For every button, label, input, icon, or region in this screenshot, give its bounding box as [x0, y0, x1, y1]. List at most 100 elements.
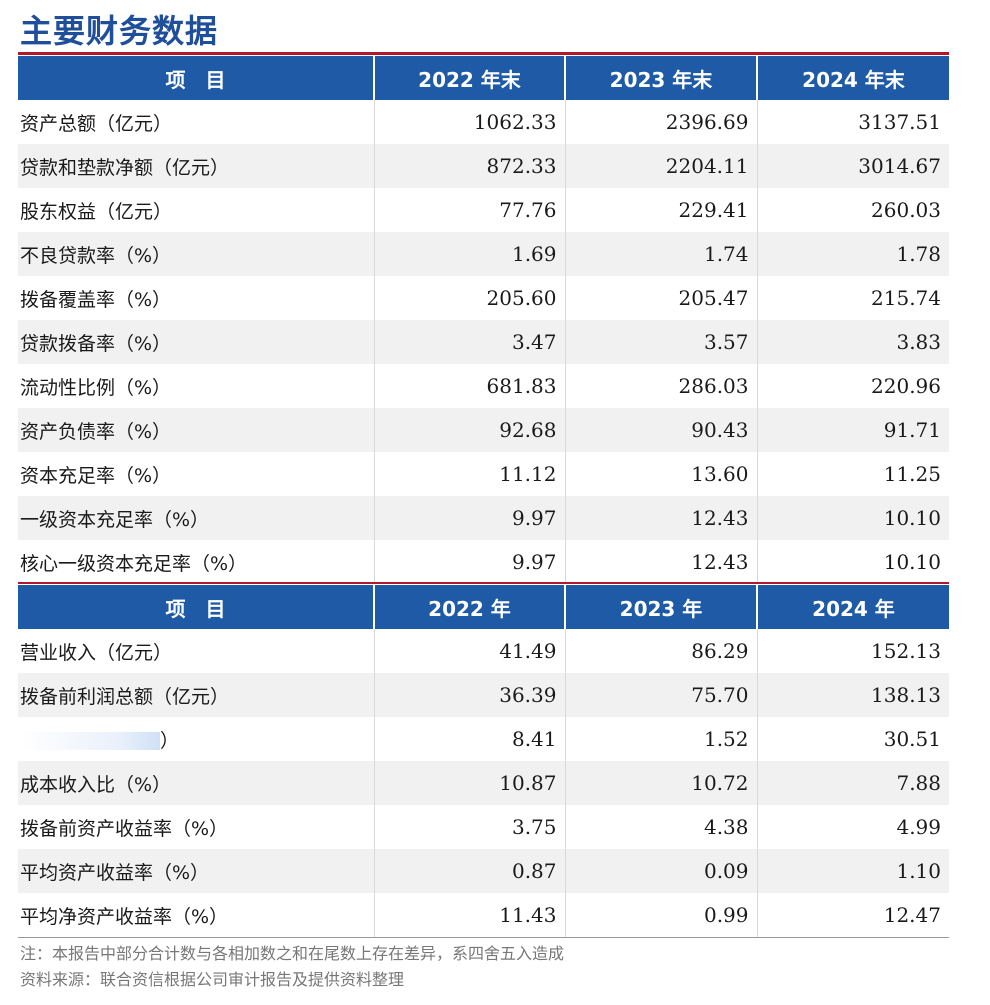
value-cell: 3.47	[374, 320, 566, 364]
value-cell: 10.72	[565, 761, 758, 805]
value-cell: 7.88	[757, 761, 949, 805]
row-label: 股东权益（亿元）	[18, 188, 375, 232]
table-row: 资产负债率（%） 92.68 90.43 91.71	[18, 408, 949, 452]
value-cell: 10.10	[757, 496, 949, 540]
header-row: 项 目 2022 年末 2023 年末 2024 年末	[18, 56, 949, 100]
value-cell: 11.25	[883, 462, 941, 486]
header-year: 2022 年末	[374, 56, 566, 100]
table-row: 核心一级资本充足率（%） 9.97 12.43 10.10	[18, 540, 949, 584]
value-cell: 11.43	[374, 893, 566, 937]
value-cell: 0.99	[565, 893, 758, 937]
value-cell: 260.03	[871, 198, 941, 222]
value-cell: 229.41	[565, 188, 758, 232]
table-row: 股东权益（亿元） 77.76 229.41 260.03	[18, 188, 949, 232]
value-cell: 4.38	[565, 805, 758, 849]
source-note: 资料来源：联合资信根据公司审计报告及提供资料整理	[20, 970, 405, 989]
value-cell: 3.57	[565, 320, 758, 364]
value-cell: 286.03	[565, 364, 758, 408]
value-cell: 12.47	[883, 903, 941, 927]
header-item: 项 目	[18, 56, 375, 100]
row-label: 流动性比例（%）	[18, 364, 375, 408]
header-year: 2023 年	[565, 585, 758, 629]
header-year: 2023 年末	[565, 56, 758, 100]
value-cell: 10.10	[883, 550, 941, 574]
value-cell: 91.71	[757, 408, 949, 452]
value-cell: 3.83	[757, 320, 949, 364]
table-row: 贷款拨备率（%） 3.47 3.57 3.83	[18, 320, 949, 364]
value-cell: 75.70	[565, 673, 758, 717]
value-cell: 4.99	[896, 815, 941, 839]
row-label: 贷款拨备率（%）	[18, 320, 375, 364]
value-cell: 92.68	[374, 408, 566, 452]
page-title: 主要财务数据	[20, 12, 219, 50]
value-cell: 9.97	[374, 496, 566, 540]
value-cell: 205.60	[374, 276, 566, 320]
table-row: 资本充足率（%） 11.12 13.60 11.25	[18, 452, 949, 496]
header-item: 项 目	[18, 585, 375, 629]
value-cell: 1.78	[757, 232, 949, 276]
value-cell: 1062.33	[374, 100, 566, 144]
row-label: 一级资本充足率（%）	[18, 496, 375, 540]
row-label: 拨备覆盖率（%）	[18, 276, 375, 320]
value-cell: 11.12	[374, 452, 566, 496]
table-row: ） 8.41 1.52 30.51	[18, 717, 949, 761]
value-cell: 1.52	[565, 717, 758, 761]
row-label: 资产负债率（%）	[18, 408, 375, 452]
value-cell: 90.43	[565, 408, 758, 452]
income-table: 项 目 2022 年 2023 年 2024 年营业收入（亿元） 41.49 86.29 1…	[18, 585, 949, 937]
row-label: 资本充足率（%）	[18, 452, 375, 496]
value-cell: 872.33	[374, 144, 566, 188]
value-cell: 1.10	[757, 849, 949, 893]
header-year: 2022 年	[374, 585, 566, 629]
table-row: 一级资本充足率（%） 9.97 12.43 10.10	[18, 496, 949, 540]
table-row: 平均资产收益率（%） 0.87 0.09 1.10	[18, 849, 949, 893]
table-row: 不良贷款率（%） 1.69 1.74 1.78	[18, 232, 949, 276]
value-cell: 10.87	[374, 761, 566, 805]
row-label: 核心一级资本充足率（%）	[18, 540, 375, 584]
value-cell: 2204.11	[565, 144, 758, 188]
table-row: 流动性比例（%） 681.83 286.03 220.96	[18, 364, 949, 408]
table-bottom-rule	[18, 937, 949, 938]
header-year: 2024 年末	[757, 56, 949, 100]
value-cell: 3137.51	[858, 110, 941, 134]
table-separator	[18, 582, 949, 584]
title-underline	[18, 52, 949, 55]
value-cell: 1.69	[374, 232, 566, 276]
value-cell: 220.96	[871, 374, 941, 398]
row-label: ）	[18, 717, 375, 761]
table-row: 拨备覆盖率（%） 205.60 205.47 215.74	[18, 276, 949, 320]
row-label: 平均资产收益率（%）	[18, 849, 375, 893]
table-row: 资产总额（亿元） 1062.33 2396.69 3137.51	[18, 100, 949, 144]
value-cell: 12.43	[565, 540, 758, 584]
footnote: 注：本报告中部分合计数与各相加数之和在尾数上存在差异，系四舍五入造成	[20, 944, 565, 963]
table-row: 拨备前利润总额（亿元） 36.39 75.70 138.13	[18, 673, 949, 717]
table-row: 营业收入（亿元） 41.49 86.29 152.13	[18, 629, 949, 673]
row-label: 拨备前利润总额（亿元）	[18, 673, 375, 717]
value-cell: 30.51	[883, 727, 941, 751]
table-row: 贷款和垫款净额（亿元） 872.33 2204.11 3014.67	[18, 144, 949, 188]
balance-sheet-table: 项 目 2022 年末 2023 年末 2024 年末 资产总额（亿元） 1062.33 2…	[18, 56, 949, 584]
value-cell: 0.87	[374, 849, 566, 893]
value-cell: 215.74	[871, 286, 941, 310]
redacted-text	[20, 732, 160, 750]
value-cell: 138.13	[757, 673, 949, 717]
row-label: 拨备前资产收益率（%）	[18, 805, 375, 849]
table-row: 成本收入比（%） 10.87 10.72 7.88	[18, 761, 949, 805]
row-label: 营业收入（亿元）	[18, 629, 375, 673]
value-cell: 41.49	[374, 629, 566, 673]
value-cell: 86.29	[565, 629, 758, 673]
value-cell: 3.75	[374, 805, 566, 849]
row-label: 贷款和垫款净额（亿元）	[18, 144, 375, 188]
row-label: 资产总额（亿元）	[18, 100, 375, 144]
value-cell: 36.39	[374, 673, 566, 717]
value-cell: 13.60	[565, 452, 758, 496]
row-label: 不良贷款率（%）	[18, 232, 375, 276]
row-label-text: ）	[160, 729, 180, 752]
table-row: 平均净资产收益率（%） 11.43 0.99 12.47	[18, 893, 949, 937]
value-cell: 152.13	[871, 639, 941, 663]
value-cell: 12.43	[565, 496, 758, 540]
value-cell: 2396.69	[565, 100, 758, 144]
value-cell: 77.76	[374, 188, 566, 232]
header-row: 项 目 2022 年 2023 年 2024 年	[18, 585, 949, 629]
table-row: 拨备前资产收益率（%） 3.75 4.38 4.99	[18, 805, 949, 849]
